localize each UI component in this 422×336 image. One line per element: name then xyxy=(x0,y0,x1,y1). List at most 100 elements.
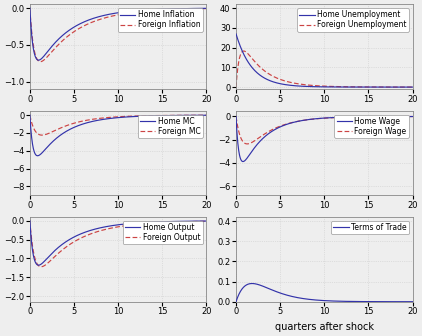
Line: Foreign Unemployment: Foreign Unemployment xyxy=(236,51,413,87)
Foreign Output xyxy=(160,220,165,224)
Home Unemployment xyxy=(338,85,343,89)
Foreign Inflation xyxy=(108,14,113,18)
Home Unemployment xyxy=(314,85,319,89)
X-axis label: quarters after shock: quarters after shock xyxy=(275,322,374,332)
Terms of Trade xyxy=(249,282,254,286)
Home Unemployment xyxy=(366,85,371,89)
Terms of Trade xyxy=(338,299,343,303)
Foreign Wage xyxy=(352,115,357,119)
Foreign Output xyxy=(38,265,43,269)
Terms of Trade xyxy=(279,292,284,296)
Foreign MC xyxy=(132,114,137,118)
Home MC xyxy=(132,115,137,119)
Line: Foreign Wage: Foreign Wage xyxy=(236,117,413,144)
Foreign Inflation xyxy=(38,60,43,64)
Foreign Inflation xyxy=(132,10,137,14)
Home MC xyxy=(204,113,209,117)
Legend: Home Inflation, Foreign Inflation: Home Inflation, Foreign Inflation xyxy=(118,8,203,32)
Home Inflation xyxy=(36,58,41,62)
Terms of Trade xyxy=(367,300,372,304)
Foreign Unemployment xyxy=(338,85,343,89)
Line: Home Inflation: Home Inflation xyxy=(30,8,206,60)
Home Wage xyxy=(352,115,357,119)
Foreign Wage xyxy=(233,115,238,119)
Home Inflation xyxy=(27,6,32,10)
Home Wage xyxy=(279,124,284,128)
Foreign Unemployment xyxy=(265,71,270,75)
Home Inflation xyxy=(132,9,137,13)
Home Output xyxy=(132,221,137,225)
Foreign Unemployment xyxy=(241,49,246,53)
Foreign Output xyxy=(27,219,32,223)
Home Unemployment xyxy=(352,85,357,89)
Line: Home Unemployment: Home Unemployment xyxy=(236,34,413,87)
Foreign Inflation xyxy=(204,7,209,11)
Home Wage xyxy=(410,115,415,119)
Foreign Unemployment xyxy=(279,78,284,82)
Foreign Wage xyxy=(265,130,270,134)
Home MC xyxy=(160,114,165,118)
Home Output xyxy=(73,234,78,238)
Line: Foreign Output: Foreign Output xyxy=(30,221,206,267)
Home Inflation xyxy=(204,6,209,10)
Home Inflation xyxy=(108,12,113,16)
Foreign MC xyxy=(204,113,209,117)
Terms of Trade xyxy=(410,300,415,304)
Home Unemployment xyxy=(279,82,284,86)
Foreign Inflation xyxy=(73,29,78,33)
Foreign MC xyxy=(108,115,113,119)
Foreign Output xyxy=(73,239,78,243)
Home Output xyxy=(27,219,32,223)
Foreign Wage xyxy=(338,115,343,119)
Home Output xyxy=(146,220,151,224)
Home MC xyxy=(59,132,64,136)
Foreign Inflation xyxy=(146,9,151,13)
Home MC xyxy=(108,117,113,121)
Foreign Wage xyxy=(279,124,284,128)
Home Wage xyxy=(265,132,270,136)
Home Inflation xyxy=(160,7,165,11)
Home Output xyxy=(36,263,41,267)
Terms of Trade xyxy=(265,286,270,290)
Foreign MC xyxy=(39,133,44,137)
Home MC xyxy=(27,113,32,117)
Home Inflation xyxy=(73,24,78,28)
Foreign Inflation xyxy=(160,8,165,12)
Foreign MC xyxy=(160,114,165,118)
Terms of Trade xyxy=(314,298,319,302)
Legend: Home Wage, Foreign Wage: Home Wage, Foreign Wage xyxy=(335,115,409,138)
Line: Foreign MC: Foreign MC xyxy=(30,115,206,135)
Home Wage xyxy=(314,117,319,121)
Foreign Unemployment xyxy=(314,84,319,88)
Home Unemployment xyxy=(265,78,270,82)
Legend: Home Output, Foreign Output: Home Output, Foreign Output xyxy=(123,221,203,244)
Home Output xyxy=(160,220,165,224)
Legend: Terms of Trade: Terms of Trade xyxy=(331,221,409,235)
Home Output xyxy=(108,224,113,228)
Home Unemployment xyxy=(233,32,238,36)
Home MC xyxy=(35,154,40,158)
Foreign Wage xyxy=(410,115,415,119)
Line: Home MC: Home MC xyxy=(30,115,206,156)
Foreign MC xyxy=(73,121,78,125)
Foreign Wage xyxy=(314,117,319,121)
Foreign Unemployment xyxy=(233,85,238,89)
Foreign MC xyxy=(27,113,32,117)
Foreign Inflation xyxy=(59,40,64,44)
Foreign Unemployment xyxy=(410,85,415,89)
Line: Home Wage: Home Wage xyxy=(236,117,413,162)
Home Wage xyxy=(338,115,343,119)
Home Wage xyxy=(241,160,246,164)
Home MC xyxy=(73,125,78,129)
Home Output xyxy=(204,219,209,223)
Line: Foreign Inflation: Foreign Inflation xyxy=(30,8,206,62)
Foreign Output xyxy=(108,226,113,230)
Foreign Unemployment xyxy=(367,85,372,89)
Home Wage xyxy=(233,115,238,119)
Home Inflation xyxy=(146,8,151,12)
Terms of Trade xyxy=(233,300,238,304)
Home Output xyxy=(59,243,64,247)
Foreign Wage xyxy=(367,115,372,119)
Home Unemployment xyxy=(410,85,415,89)
Legend: Home Unemployment, Foreign Unemployment: Home Unemployment, Foreign Unemployment xyxy=(297,8,409,32)
